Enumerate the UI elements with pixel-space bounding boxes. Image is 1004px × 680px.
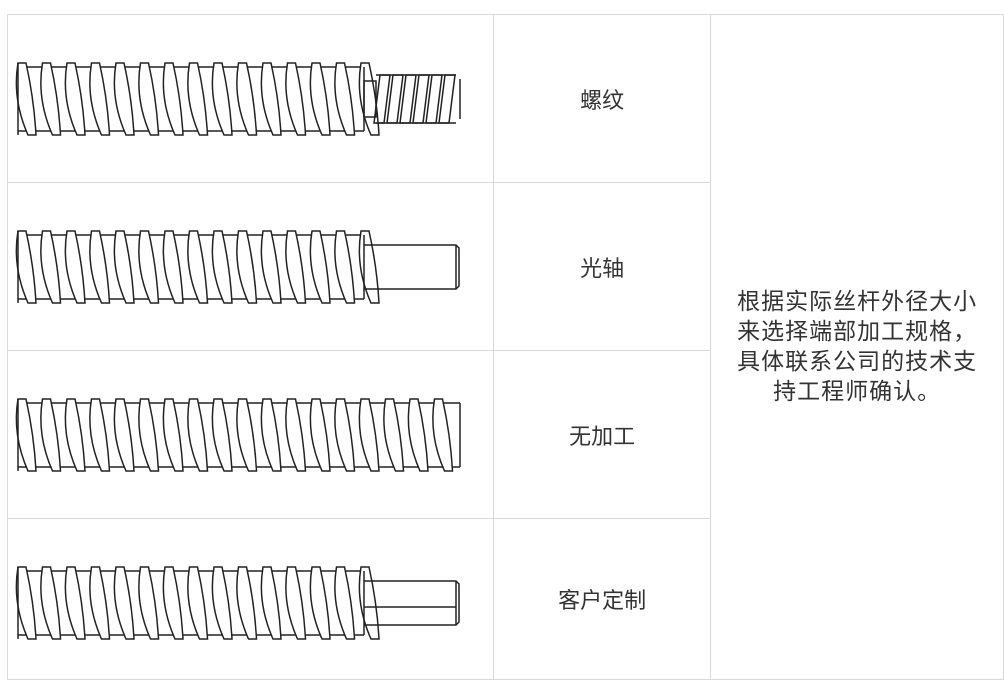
label-cell: 客户定制 (492, 518, 712, 680)
drawing-stroke (64, 62, 86, 136)
drawing-stroke (162, 230, 184, 304)
spec-table-wrap: 螺纹 根据实际丝杆外径大小来选择端部加工规格，具体联系公司的技术支持工程师确认。… (7, 14, 1004, 680)
drawing-stroke (260, 62, 282, 136)
end-type-label: 螺纹 (580, 88, 625, 114)
drawing-stroke (358, 398, 380, 472)
drawing-stroke (358, 566, 380, 640)
drawing-stroke (187, 566, 209, 640)
drawing-stroke (64, 566, 86, 640)
drawing-stroke (236, 230, 258, 304)
end-type-label: 无加工 (569, 424, 636, 450)
drawing-stroke (432, 398, 454, 472)
drawing-stroke (40, 62, 62, 136)
drawing-stroke (334, 398, 356, 472)
drawing-stroke (162, 62, 184, 136)
drawing-stroke (211, 398, 233, 472)
image-cell (7, 14, 494, 183)
drawing-stroke (187, 230, 209, 304)
drawing-stroke (358, 230, 380, 304)
drawing-stroke (113, 398, 135, 472)
drawing-stroke (113, 566, 135, 640)
drawing-stroke (285, 62, 307, 136)
image-cell (7, 350, 494, 519)
drawing-stroke (64, 398, 86, 472)
drawing-stroke (309, 398, 331, 472)
drawing-stroke (236, 566, 258, 640)
drawing-stroke (40, 230, 62, 304)
screw-image (15, 62, 461, 136)
drawing-stroke (187, 398, 209, 472)
screw-image (15, 230, 460, 304)
drawing-stroke (138, 566, 160, 640)
drawing-stroke (285, 230, 307, 304)
drawing-stroke (364, 580, 460, 626)
drawing-stroke (15, 398, 37, 472)
label-cell: 无加工 (492, 350, 712, 519)
drawing-stroke (187, 62, 209, 136)
drawing-stroke (211, 62, 233, 136)
drawing-stroke (138, 230, 160, 304)
drawing-stroke (211, 230, 233, 304)
note-cell: 根据实际丝杆外径大小来选择端部加工规格，具体联系公司的技术支持工程师确认。 (710, 14, 1004, 680)
drawing-stroke (162, 566, 184, 640)
drawing-stroke (89, 62, 111, 136)
drawing-stroke (40, 566, 62, 640)
drawing-stroke (138, 398, 160, 472)
end-type-label: 客户定制 (558, 589, 647, 614)
drawing-stroke (334, 230, 356, 304)
drawing-stroke (15, 230, 37, 304)
drawing-stroke (15, 62, 37, 136)
drawing-stroke (309, 230, 331, 304)
image-cell (7, 518, 494, 680)
drawing-stroke (113, 62, 135, 136)
screw-image (15, 566, 460, 640)
drawing-stroke (64, 230, 86, 304)
drawing-stroke (89, 398, 111, 472)
drawing-stroke (407, 398, 429, 472)
label-cell: 螺纹 (492, 14, 712, 183)
drawing-stroke (260, 566, 282, 640)
spec-table: 螺纹 根据实际丝杆外径大小来选择端部加工规格，具体联系公司的技术支持工程师确认。… (7, 14, 1004, 680)
drawing-stroke (138, 62, 160, 136)
drawing-stroke (89, 566, 111, 640)
drawing-stroke (236, 398, 258, 472)
drawing-stroke (211, 566, 233, 640)
drawing-stroke (40, 398, 62, 472)
image-cell (7, 182, 494, 351)
drawing-stroke (89, 230, 111, 304)
drawing-stroke (363, 80, 377, 118)
drawing-stroke (285, 566, 307, 640)
drawing-stroke (383, 398, 405, 472)
note-text: 根据实际丝杆外径大小来选择端部加工规格，具体联系公司的技术支持工程师确认。 (737, 289, 978, 405)
drawing-stroke (364, 244, 460, 290)
drawing-stroke (285, 398, 307, 472)
drawing-stroke (334, 566, 356, 640)
end-type-label: 光轴 (580, 256, 625, 282)
drawing-stroke (15, 566, 37, 640)
drawing-stroke (260, 398, 282, 472)
drawing-stroke (162, 398, 184, 472)
screw-image (15, 398, 461, 472)
drawing-stroke (334, 62, 356, 136)
drawing-stroke (260, 230, 282, 304)
drawing-stroke (113, 230, 135, 304)
drawing-stroke (309, 566, 331, 640)
drawing-stroke (236, 62, 258, 136)
label-cell: 光轴 (492, 182, 712, 351)
drawing-stroke (309, 62, 331, 136)
